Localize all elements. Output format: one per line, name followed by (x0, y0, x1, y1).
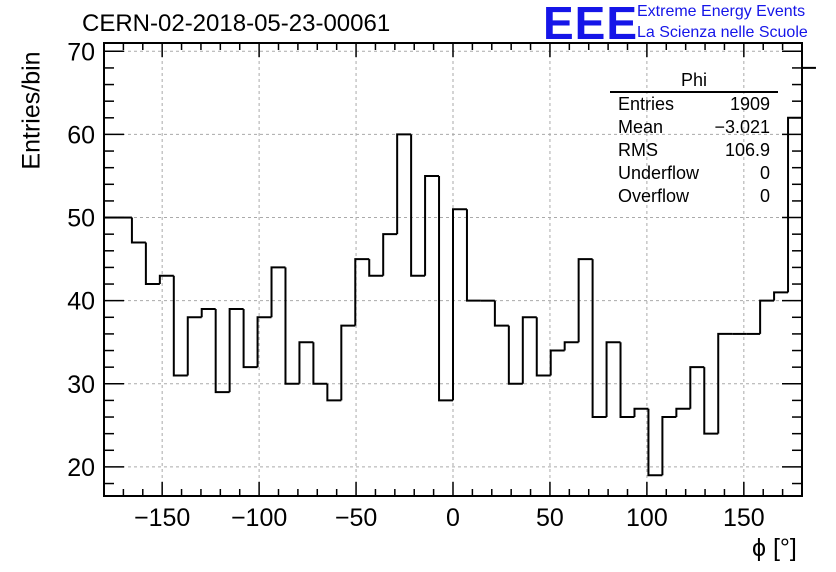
stats-key: Overflow (618, 186, 690, 206)
stats-box: Phi Entries 1909 Mean −3.021 RMS 106.9 U… (610, 70, 778, 208)
histogram-bin (452, 208, 467, 401)
x-tick-label: −50 (335, 504, 377, 532)
histogram-bin (172, 275, 188, 377)
eee-tagline-1: Extreme Energy Events (637, 3, 806, 20)
stats-value: 0 (759, 186, 770, 206)
histogram-bin (200, 307, 216, 318)
x-tick-label: 100 (626, 504, 668, 532)
histogram-bin (689, 366, 705, 409)
histogram-bin (549, 349, 565, 376)
histogram-bin (717, 332, 733, 434)
histogram-bin (368, 259, 384, 277)
x-tick-label: −150 (134, 504, 190, 532)
histogram-bin (563, 341, 579, 351)
stats-key: RMS (618, 140, 658, 160)
histogram-bin (424, 174, 440, 276)
stats-key: Entries (618, 94, 675, 114)
histogram-bin (759, 299, 775, 334)
histogram-bin (382, 233, 398, 276)
histogram-bin (326, 383, 342, 402)
stats-row-overflow: Overflow 0 (610, 185, 778, 208)
histogram-bin (396, 133, 412, 235)
histogram-bin (661, 416, 677, 476)
histogram-bin (675, 407, 691, 418)
y-axis-label: Entries/bin (17, 51, 46, 170)
y-tick-label: 60 (67, 121, 95, 149)
histogram-bin (605, 341, 621, 418)
histogram-bin (773, 291, 789, 301)
histogram-bin (591, 259, 607, 419)
y-tick-label: 70 (67, 38, 95, 66)
stats-value: 0 (759, 163, 770, 183)
x-tick-label: −100 (231, 504, 287, 532)
stats-value: 106.9 (724, 140, 770, 160)
histogram-bin (130, 217, 146, 244)
histogram-bin (633, 407, 649, 418)
chart-title: CERN-02-2018-05-23-00061 (82, 10, 391, 37)
y-tick-label: 50 (67, 205, 95, 233)
eee-tagline-2: La Scienza nelle Scuole (637, 24, 808, 41)
y-tick-label: 30 (67, 371, 95, 399)
histogram-bin (228, 307, 244, 393)
histogram-bin (493, 300, 509, 327)
histogram-bin (535, 317, 551, 377)
histogram-bin (242, 308, 258, 369)
x-axis-label: ϕ [°] (752, 534, 797, 562)
histogram-bin (354, 258, 370, 326)
histogram-bin (801, 66, 816, 118)
stats-key: Mean (618, 117, 664, 137)
eee-logo: EEE (543, 0, 639, 49)
stats-title: Phi (610, 70, 778, 93)
tick-labels: −150 −100 −50 0 50 100 150 20 30 40 50 60 70 (67, 38, 765, 532)
histogram-bin (186, 316, 202, 376)
histogram-bin (465, 209, 481, 302)
histogram-series (104, 66, 816, 477)
x-tick-label: 150 (723, 504, 765, 532)
histogram-bin (158, 274, 174, 285)
histogram-bin (270, 266, 286, 318)
histogram-bin (214, 308, 230, 394)
y-tick-label: 40 (67, 288, 95, 316)
histogram-bin (619, 342, 635, 419)
stats-row-underflow: Underflow 0 (610, 162, 778, 185)
histogram-bin (284, 267, 300, 385)
histogram-bin (438, 175, 453, 402)
histogram-bin (647, 408, 663, 477)
stats-row-mean: Mean −3.021 (610, 116, 778, 139)
axes (103, 42, 803, 497)
histogram-bin (703, 367, 719, 435)
y-tick-label: 20 (67, 454, 95, 482)
stats-value: −3.021 (714, 117, 770, 137)
histogram-bin (256, 316, 272, 368)
histogram-bin (787, 116, 802, 293)
histogram-bin (312, 342, 328, 385)
stats-key: Underflow (618, 163, 700, 183)
histogram-bin (340, 324, 356, 401)
histogram-bin (577, 258, 593, 343)
histogram-bin (410, 134, 426, 277)
stats-row-rms: RMS 106.9 (610, 139, 778, 162)
histogram-bin (521, 316, 537, 384)
histogram-bin (298, 341, 314, 384)
stats-row-entries: Entries 1909 (610, 93, 778, 116)
x-tick-label: 50 (536, 504, 564, 532)
histogram-bin (507, 325, 523, 385)
histogram-bin (144, 242, 160, 286)
x-tick-label: 0 (446, 504, 460, 532)
stats-value: 1909 (729, 94, 770, 114)
